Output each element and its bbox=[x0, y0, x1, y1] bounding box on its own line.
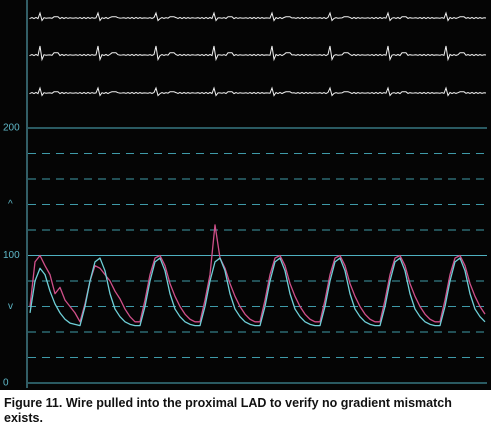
y-tick-label: 100 bbox=[3, 250, 20, 261]
figure-caption: Figure 11. Wire pulled into the proximal… bbox=[4, 396, 452, 425]
pressure-lines bbox=[29, 224, 486, 327]
ecg-traces bbox=[29, 11, 487, 97]
y-tick-label: 0 bbox=[3, 378, 9, 389]
scale-marker: ^ bbox=[8, 199, 13, 210]
grid: 0 100 200 ^ v bbox=[3, 123, 487, 389]
ecg-trace bbox=[29, 86, 487, 97]
ecg-trace bbox=[29, 11, 487, 22]
panel-background bbox=[0, 0, 491, 390]
y-tick-label: 200 bbox=[3, 123, 20, 134]
ecg-trace bbox=[29, 45, 487, 62]
scale-marker: v bbox=[8, 301, 13, 312]
tracing-panel: 0 100 200 ^ v bbox=[0, 0, 491, 390]
pressure-line bbox=[29, 257, 486, 327]
